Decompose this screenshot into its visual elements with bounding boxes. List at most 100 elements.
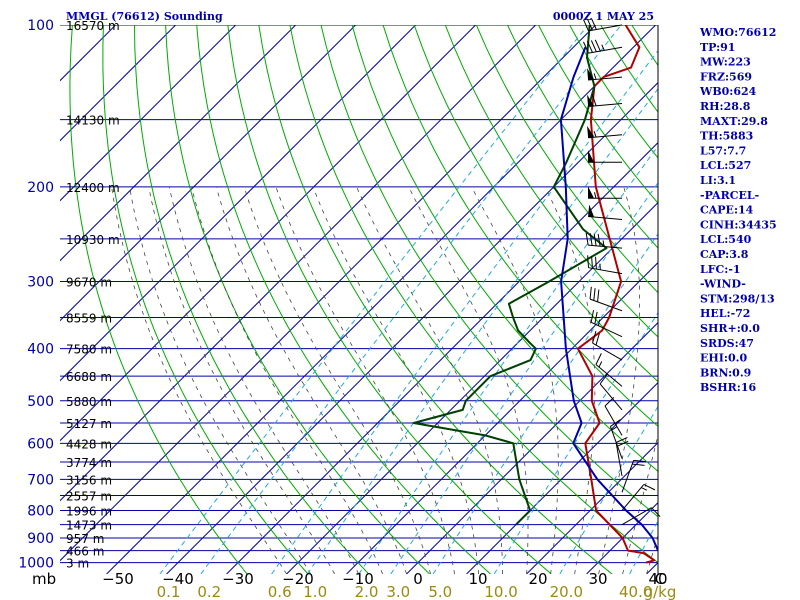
isotherm-line xyxy=(60,25,476,442)
mixing-ratio-label: 10.0 xyxy=(484,583,517,600)
dry-adiabat xyxy=(69,25,248,574)
dry-adiabat xyxy=(102,25,309,574)
height-label: 3774 m xyxy=(66,456,112,470)
mixing-ratio-lines xyxy=(159,25,658,574)
dry-adiabat xyxy=(507,25,658,249)
pressure-label: 700 xyxy=(27,472,54,488)
pressure-label: 500 xyxy=(27,394,54,410)
index-item: STM:298/13 xyxy=(700,292,775,305)
moist-adiabat xyxy=(168,186,359,574)
height-label: 5127 m xyxy=(66,417,112,431)
dry-adiabat xyxy=(444,25,658,338)
index-item: SHR+:0.0 xyxy=(700,322,760,335)
mixing-ratio-label: 0.1 xyxy=(157,583,181,600)
dry-adiabat xyxy=(227,25,552,574)
mixing-ratio-labels: 0.1 0.2 0.6 1.0 2.0 3.0 5.0 10.0 20.0 40.0g/kg xyxy=(157,583,677,600)
isotherm-line xyxy=(60,25,356,322)
wind-barb xyxy=(588,204,623,220)
isotherm-line xyxy=(226,141,658,574)
wind-barb xyxy=(587,125,623,139)
wind-barb xyxy=(604,397,623,436)
temperature-tick-label: −10 xyxy=(342,570,374,588)
height-label: 1473 m xyxy=(66,519,112,533)
pressure-label: 600 xyxy=(27,436,54,452)
pressure-label: 100 xyxy=(27,18,54,34)
wind-barb xyxy=(587,93,623,108)
index-item: MW:223 xyxy=(700,56,751,69)
wind-barb xyxy=(595,353,623,387)
mixing-ratio-line xyxy=(271,49,658,574)
wind-barb xyxy=(621,507,661,526)
index-item: EHI:0.0 xyxy=(700,352,747,365)
mixing-ratio-label: 20.0 xyxy=(550,583,583,600)
wind-barb xyxy=(615,436,629,477)
mixing-ratio-label: 2.0 xyxy=(355,583,379,600)
pressure-label: 800 xyxy=(27,504,54,520)
wind-barb xyxy=(583,18,623,32)
pressure-labels: 100 200 300 400 500 600 700 800 900 1000 xyxy=(18,18,54,572)
height-label: 4428 m xyxy=(66,437,112,451)
isotherm-line xyxy=(166,81,658,574)
index-item: SRDS:47 xyxy=(700,337,754,350)
height-label: 14130 m xyxy=(66,114,120,128)
height-label: 6688 m xyxy=(66,370,112,384)
wind-barb xyxy=(587,255,623,275)
pressure-label: 400 xyxy=(27,342,54,358)
temperature-tick-label: 20 xyxy=(528,570,547,588)
series-temperature xyxy=(576,25,656,564)
pressure-label: 300 xyxy=(27,275,54,291)
mixing-ratio-unit: g/kg xyxy=(644,583,677,600)
temperature-tick-label: −40 xyxy=(162,570,194,588)
height-label: 957 m xyxy=(66,532,104,546)
wind-barb xyxy=(587,68,623,81)
index-item: WMO:76612 xyxy=(699,26,776,39)
mixing-ratio-line xyxy=(200,25,622,574)
height-label: 5880 m xyxy=(66,395,112,409)
moist-adiabat xyxy=(148,186,335,574)
index-item: MAXT:29.8 xyxy=(700,115,768,128)
temperature-tick-label: −30 xyxy=(222,570,254,588)
isotherm-line xyxy=(406,321,658,574)
height-label: 12400 m xyxy=(66,181,120,195)
isotherm-line xyxy=(60,25,536,502)
index-item: L57:7.7 xyxy=(700,144,746,157)
wind-barb xyxy=(585,232,623,249)
temperature-tick-label: −50 xyxy=(102,570,134,588)
index-item: CINH:34435 xyxy=(700,218,777,231)
chart-title: MMGL (76612) Sounding xyxy=(66,10,223,23)
moist-adiabat xyxy=(129,186,311,574)
index-item: LCL:540 xyxy=(700,233,752,246)
index-item: FRZ:569 xyxy=(700,70,752,83)
isotherm-line xyxy=(106,25,656,574)
wind-barb xyxy=(592,331,623,361)
index-item: TH:5883 xyxy=(700,130,753,143)
wind-barb xyxy=(599,373,623,411)
mixing-ratio-line xyxy=(358,145,658,574)
moist-adiabat xyxy=(275,186,455,574)
dry-adiabat xyxy=(165,25,430,574)
dry-adiabat xyxy=(351,25,658,472)
mixing-ratio-line xyxy=(432,233,658,574)
height-label: 10930 m xyxy=(66,233,120,247)
temperature-tick-label: 40 xyxy=(648,570,667,588)
mixing-ratio-label: 0.6 xyxy=(268,583,292,600)
moist-adiabat xyxy=(215,186,407,574)
isotherms xyxy=(0,25,658,574)
height-label: 3 m xyxy=(66,557,89,571)
mixing-ratio-label: 3.0 xyxy=(386,583,410,600)
height-label: 3156 m xyxy=(66,473,112,487)
x-axis-suffix: C xyxy=(655,570,665,588)
isotherm-line xyxy=(0,25,56,574)
wind-barb xyxy=(583,39,623,54)
dry-adiabat xyxy=(475,25,658,294)
wind-barb xyxy=(588,186,622,199)
height-label: 8559 m xyxy=(66,312,112,326)
plot-area xyxy=(60,25,658,574)
temperature-tick-label: 10 xyxy=(468,570,487,588)
isotherm-line xyxy=(60,25,416,382)
dry-adiabat xyxy=(320,25,658,518)
isotherm-line xyxy=(60,25,176,142)
moist-adiabats xyxy=(111,186,658,574)
mixing-ratio-label: 1.0 xyxy=(303,583,327,600)
